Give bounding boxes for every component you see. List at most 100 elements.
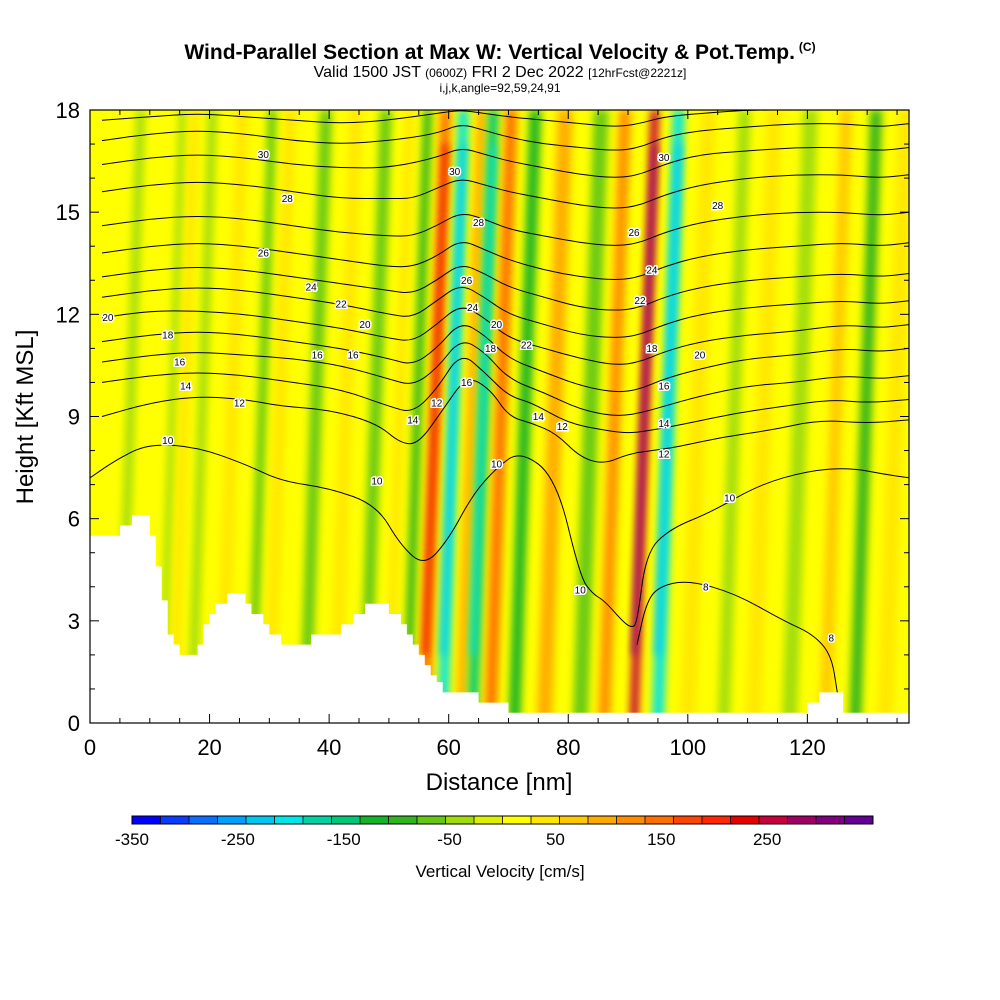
contour-label: 22: [521, 340, 533, 351]
colorbar-swatch: [730, 816, 760, 824]
velocity-band: [263, 110, 297, 723]
contour-label: 12: [234, 398, 246, 409]
velocity-core: [655, 144, 682, 655]
velocity-band: [508, 110, 542, 723]
contour-label: 10: [162, 436, 174, 447]
contour-label: 14: [658, 419, 670, 430]
colorbar-swatch: [360, 816, 389, 824]
contour-label: 28: [712, 201, 724, 212]
chart-title: Wind-Parallel Section at Max W: Vertical…: [0, 36, 1000, 64]
colorbar-swatch: [388, 816, 418, 824]
velocity-band: [299, 110, 333, 723]
theta-contour-line: [101, 325, 909, 393]
velocity-band: [456, 110, 487, 723]
copyright-mark: (C): [798, 40, 816, 54]
velocity-band: [384, 110, 415, 723]
x-tick-label: 40: [317, 735, 341, 760]
contour-label: 20: [359, 320, 371, 331]
colorbar-label: Vertical Velocity [cm/s]: [415, 862, 585, 881]
contour-label: 10: [371, 477, 383, 488]
contour-label: 24: [646, 266, 658, 277]
utc-time: (0600Z): [425, 66, 468, 80]
velocity-band: [536, 110, 573, 723]
velocity-band: [717, 110, 751, 723]
x-tick-label: 60: [436, 735, 460, 760]
colorbar-swatch: [702, 816, 731, 824]
velocity-band: [169, 110, 200, 723]
contour-label: 18: [162, 330, 174, 341]
velocity-field: [115, 110, 909, 723]
contour-label: 12: [658, 449, 670, 460]
colorbar-tick-label: -50: [437, 830, 462, 849]
colorbar-swatch: [303, 816, 332, 824]
theta-contour-line: [101, 242, 909, 280]
contour-label: 30: [449, 167, 461, 178]
colorbar-swatch: [417, 816, 446, 824]
velocity-band: [246, 110, 277, 723]
contour-label: 18: [485, 344, 497, 355]
title-block: Wind-Parallel Section at Max W: Vertical…: [0, 36, 1000, 94]
velocity-core: [422, 144, 449, 655]
theta-contour-line: [101, 146, 909, 178]
y-tick-label: 15: [56, 200, 80, 225]
contour-label: 16: [174, 358, 186, 369]
contour-label: 12: [431, 398, 443, 409]
theta-contours: [90, 110, 909, 693]
theta-contour-line: [636, 581, 838, 693]
grid-params: i,j,k,angle=92,59,24,91: [439, 81, 561, 95]
colorbar-swatch: [132, 816, 161, 824]
x-tick-label: 80: [556, 735, 580, 760]
contour-label: 14: [180, 381, 192, 392]
contour-label: 8: [703, 582, 709, 593]
contour-label: 26: [461, 276, 473, 287]
theta-contour-line: [101, 123, 909, 151]
colorbar-swatch: [673, 816, 703, 824]
contour-label: 30: [658, 153, 670, 164]
velocity-band: [329, 110, 363, 723]
colorbar-swatch: [787, 816, 817, 824]
y-tick-label: 18: [56, 98, 80, 123]
velocity-band: [484, 110, 518, 723]
colorbar-swatch: [645, 816, 674, 824]
colorbar-swatch: [588, 816, 617, 824]
colorbar-swatch: [759, 816, 788, 824]
x-tick-label: 120: [789, 735, 826, 760]
y-tick-label: 0: [68, 711, 80, 736]
contour-label: 24: [306, 283, 318, 294]
contour-label: 10: [575, 586, 587, 597]
chart-title-text: Wind-Parallel Section at Max W: Vertical…: [184, 41, 795, 64]
y-tick-label: 9: [68, 405, 80, 430]
contour-label: 16: [461, 378, 473, 389]
colorbar-swatch: [844, 816, 874, 824]
colorbar-swatch: [274, 816, 304, 824]
y-tick-label: 6: [68, 507, 80, 532]
y-tick-label: 3: [68, 609, 80, 634]
x-axis-label: Distance [nm]: [426, 769, 573, 796]
colorbar-tick-label: -150: [327, 830, 361, 849]
theta-contour-line: [101, 307, 909, 365]
terrain: [90, 515, 909, 723]
colorbar-swatch: [531, 816, 560, 824]
contour-label: 16: [347, 351, 359, 362]
theta-contour-line: [101, 265, 909, 311]
colorbar-swatch: [559, 816, 589, 824]
theta-contour-line: [101, 342, 909, 416]
velocity-core: [440, 144, 467, 655]
theta-contour-line: [101, 287, 909, 338]
colorbar-swatch: [189, 816, 218, 824]
x-tick-label: 0: [84, 735, 96, 760]
chart-subtitle: Valid 1500 JST (0600Z) FRI 2 Dec 2022 [1…: [0, 64, 1000, 82]
contour-label: 20: [102, 313, 114, 324]
theta-contour-line: [101, 379, 909, 463]
velocity-band: [598, 110, 632, 723]
contour-label: 26: [628, 228, 640, 239]
x-tick-label: 100: [669, 735, 706, 760]
contour-label: 30: [258, 150, 270, 161]
contour-label: 14: [533, 412, 545, 423]
theta-contour-line: [101, 174, 909, 209]
contour-label: 22: [634, 296, 646, 307]
colorbar-swatch: [816, 816, 845, 824]
contour-label: 24: [467, 303, 479, 314]
velocity-band: [572, 110, 609, 723]
